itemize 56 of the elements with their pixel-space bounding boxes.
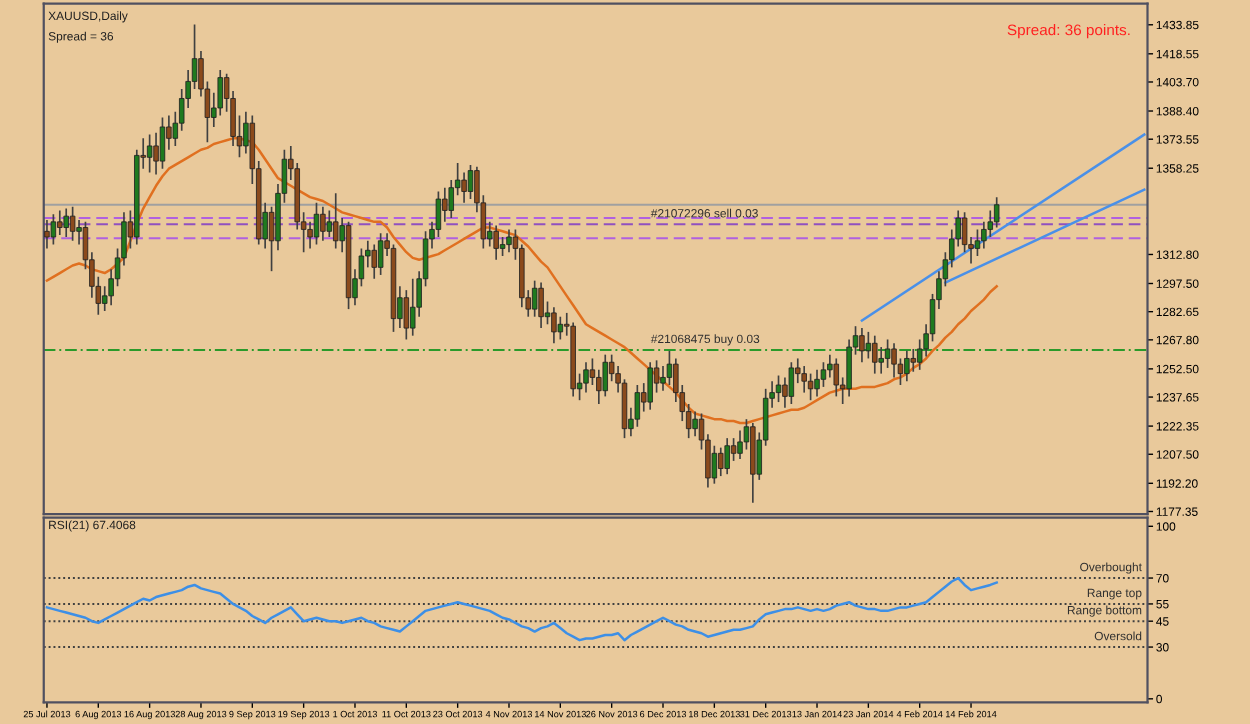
candlestick [730, 437, 737, 462]
candlestick [371, 243, 377, 280]
candlestick [159, 116, 166, 170]
candlestick [891, 342, 897, 379]
candlestick [467, 164, 474, 200]
candlestick [146, 133, 153, 174]
candlestick [814, 368, 820, 398]
candlestick [583, 361, 589, 394]
candlestick [50, 213, 57, 246]
candlestick [788, 361, 795, 405]
candlestick [538, 281, 544, 329]
candlestick [910, 348, 916, 373]
candlestick [153, 131, 159, 176]
candlestick [904, 350, 910, 383]
candlestick [307, 220, 313, 250]
candlestick [63, 207, 69, 238]
line-series [45, 576, 998, 642]
candlestick [377, 232, 384, 276]
candlestick [602, 353, 608, 398]
candlestick [833, 357, 839, 398]
candlestick [827, 353, 833, 379]
candlestick [718, 446, 724, 477]
candlestick [692, 410, 698, 438]
candlestick [820, 361, 827, 388]
candlestick [993, 196, 1000, 229]
candlestick [974, 228, 981, 257]
candlestick [647, 361, 653, 411]
candlestick [807, 372, 814, 402]
candlestick [499, 236, 506, 257]
candlestick [493, 224, 499, 261]
candlestick [878, 346, 884, 375]
candlestick [313, 202, 320, 246]
candlestick [320, 205, 326, 242]
candlestick [724, 437, 730, 476]
candlestick [557, 315, 564, 341]
candlestick [775, 374, 782, 403]
candlestick [666, 350, 673, 386]
candlestick [750, 422, 756, 504]
candlestick [461, 171, 467, 204]
candlestick [531, 279, 538, 318]
candlestick [57, 209, 63, 236]
candlestick [865, 331, 872, 360]
candlestick [711, 444, 718, 485]
candlestick [442, 186, 448, 223]
candlestick [410, 277, 416, 337]
candlestick [44, 219, 50, 250]
candlestick [551, 306, 557, 345]
candlestick [326, 209, 333, 238]
candlestick [69, 205, 76, 242]
candlestick [872, 334, 878, 375]
candlestick [801, 365, 807, 394]
candlestick [634, 384, 641, 428]
candlestick [859, 327, 865, 364]
candlestick [884, 338, 891, 369]
candlestick [333, 192, 339, 250]
candlestick [506, 228, 512, 254]
